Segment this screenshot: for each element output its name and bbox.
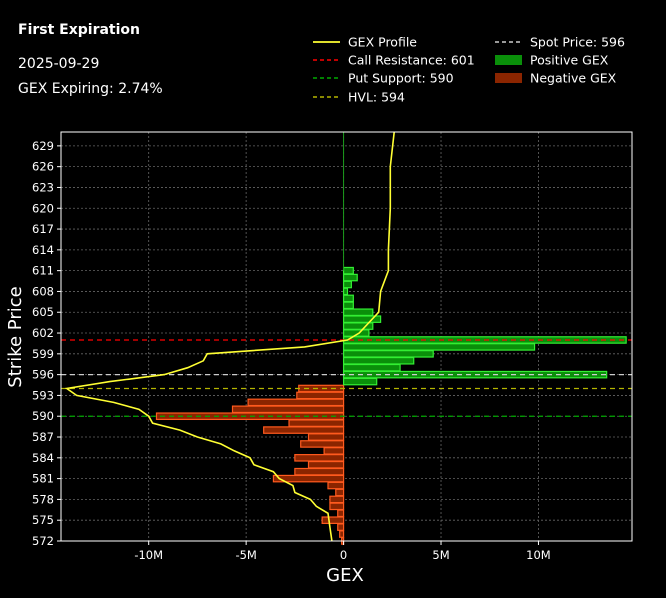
gex-bar — [231, 405, 345, 414]
gex-bar — [247, 398, 345, 407]
gex-bar — [288, 419, 345, 427]
legend-label: Call Resistance: 601 — [348, 53, 475, 68]
gex-bar — [307, 460, 345, 469]
y-tick-label: 596 — [32, 368, 54, 382]
x-tick-label: 5M — [432, 548, 449, 562]
gex-bar — [294, 454, 345, 462]
gex-bar — [342, 301, 354, 310]
y-tick-label: 593 — [32, 388, 54, 402]
gex-expiring-text: GEX Expiring: 2.74% — [18, 81, 163, 97]
legend-label: Put Support: 590 — [348, 71, 454, 86]
y-tick-label: 623 — [32, 180, 54, 194]
y-tick-label: 629 — [32, 139, 54, 153]
y-tick-label: 572 — [32, 534, 54, 548]
gex-bar — [321, 516, 345, 524]
plot-area: 572 575 578 581 584 587 590 593 596 599 602 605 608 6… — [32, 131, 633, 562]
y-axis-label: Strike Price — [5, 286, 26, 387]
gex-bar — [342, 280, 352, 289]
gex-bar — [329, 502, 345, 511]
gex-bar — [337, 509, 345, 518]
y-tick-label: 620 — [32, 201, 54, 215]
y-tick-label: 614 — [32, 243, 54, 257]
legend-swatch — [495, 73, 522, 83]
expiration-date: 2025-09-29 — [18, 56, 100, 72]
gex-bar — [296, 391, 345, 400]
legend-label: Positive GEX — [530, 53, 609, 68]
x-tick-label: 10M — [526, 548, 551, 562]
y-tick-label: 587 — [32, 430, 54, 444]
legend-label: HVL: 594 — [348, 90, 405, 105]
chart-title: First Expiration — [18, 22, 141, 38]
gex-bar — [307, 433, 345, 441]
legend-swatch — [495, 55, 522, 65]
y-tick-label: 590 — [32, 409, 54, 423]
x-axis-label: GEX — [326, 565, 364, 586]
gex-bar — [342, 294, 354, 303]
legend-label: Spot Price: 596 — [530, 35, 625, 50]
legend-label: Negative GEX — [530, 71, 617, 86]
x-tick-label: -5M — [235, 548, 256, 562]
y-tick-label: 617 — [32, 222, 54, 236]
y-tick-label: 626 — [32, 160, 54, 174]
gex-bar — [327, 481, 345, 490]
y-tick-label: 575 — [32, 513, 54, 527]
y-tick-label: 605 — [32, 305, 54, 319]
y-tick-label: 608 — [32, 284, 54, 298]
gex-bar — [323, 447, 345, 455]
chart-legend: GEX Profile Call Resistance: 601 Put Suppo… — [313, 35, 625, 105]
gex-bar — [335, 488, 345, 497]
y-tick-label: 581 — [32, 472, 54, 486]
gex-bar — [342, 308, 374, 317]
gex-bar — [342, 273, 358, 282]
y-tick-label: 611 — [32, 264, 54, 278]
gex-profile-line — [64, 131, 395, 542]
gex-bar — [342, 266, 354, 275]
gex-bar — [339, 530, 345, 538]
x-tick-label: 0 — [340, 548, 347, 562]
gex-bar — [329, 495, 345, 504]
y-tick-label: 578 — [32, 492, 54, 506]
gex-bar — [342, 377, 378, 386]
plot-frame — [60, 131, 633, 542]
legend-label: GEX Profile — [348, 35, 417, 50]
gex-bar — [342, 363, 401, 372]
gex-bar — [300, 440, 345, 448]
y-tick-label: 584 — [32, 451, 54, 465]
gex-bar — [342, 356, 415, 365]
x-tick-label: -10M — [134, 548, 163, 562]
y-tick-label: 599 — [32, 347, 54, 361]
gex-bar — [294, 467, 345, 476]
gex-bar — [342, 287, 349, 296]
gex-bar — [342, 350, 434, 358]
gex-bar — [337, 523, 345, 531]
gex-bar — [342, 343, 536, 351]
y-tick-label: 602 — [32, 326, 54, 340]
gex-bar — [263, 426, 345, 434]
